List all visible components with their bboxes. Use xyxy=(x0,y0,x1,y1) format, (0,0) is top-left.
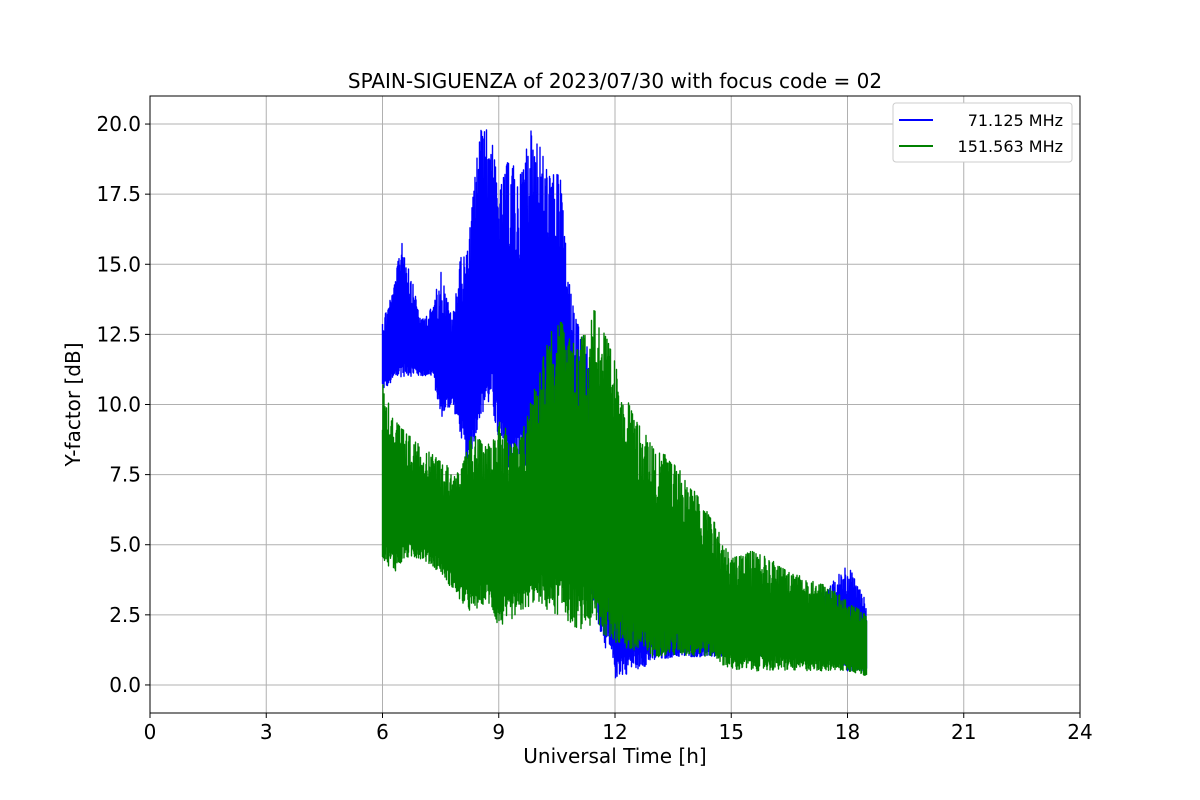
y-tick-label: 12.5 xyxy=(96,322,141,346)
x-tick-label: 6 xyxy=(376,720,389,744)
x-tick-label: 9 xyxy=(492,720,505,744)
x-axis-label: Universal Time [h] xyxy=(523,744,706,768)
y-tick-label: 15.0 xyxy=(96,252,141,276)
plot-series xyxy=(381,129,868,679)
y-tick-label: 10.0 xyxy=(96,393,141,417)
x-tick-label: 3 xyxy=(260,720,273,744)
x-tick-label: 12 xyxy=(602,720,627,744)
series-151-563-mhz-line xyxy=(381,310,868,676)
x-tick-label: 18 xyxy=(835,720,860,744)
x-tick-label: 15 xyxy=(719,720,744,744)
legend: 71.125 MHz 151.563 MHz xyxy=(892,102,1073,163)
x-tick-label: 0 xyxy=(144,720,157,744)
x-tick-label: 24 xyxy=(1067,720,1092,744)
y-tick-label: 7.5 xyxy=(109,463,141,487)
y-tick-label: 17.5 xyxy=(96,182,141,206)
y-axis-label: Y-factor [dB] xyxy=(61,342,85,467)
y-axis-ticks: 0.0 2.5 5.0 7.5 10.0 12.5 15.0 17.5 20.0 xyxy=(96,112,150,697)
legend-entry-71-125: 71.125 MHz xyxy=(968,111,1063,130)
legend-box xyxy=(892,102,1073,163)
chart-title: SPAIN-SIGUENZA of 2023/07/30 with focus … xyxy=(348,69,882,93)
y-tick-label: 20.0 xyxy=(96,112,141,136)
y-tick-label: 2.5 xyxy=(109,603,141,627)
x-tick-label: 21 xyxy=(951,720,976,744)
x-axis-ticks: 0 3 6 9 12 15 18 21 24 xyxy=(144,713,1093,744)
y-tick-label: 0.0 xyxy=(109,673,141,697)
legend-entry-151-563: 151.563 MHz xyxy=(958,137,1063,156)
y-tick-label: 5.0 xyxy=(109,533,141,557)
